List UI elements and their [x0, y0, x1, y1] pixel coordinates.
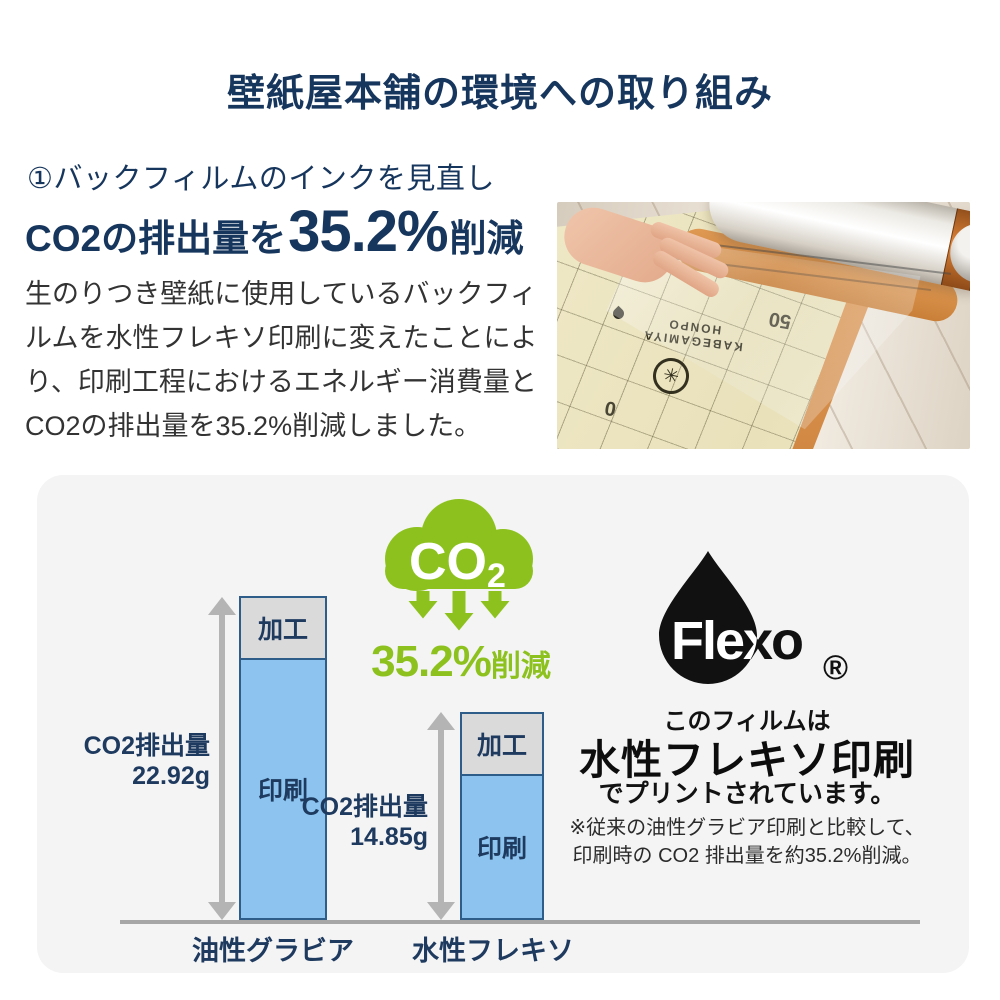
footnote-line2: 印刷時の CO2 排出量を約35.2%削減。 — [572, 845, 922, 867]
headline-prefix: CO2の排出量を — [25, 218, 287, 259]
reduction-value: 35.2% — [371, 637, 492, 686]
flexo-caption-line3: でプリントされています。 — [598, 780, 896, 808]
flexo-caption-line1: このフィルムは — [663, 708, 831, 735]
bar-value-label-flexo: CO2排出量 14.85g — [278, 792, 428, 852]
chart-baseline — [120, 920, 920, 924]
co2-amount-label: CO2排出量 — [301, 793, 428, 821]
co2-amount-value: 22.92g — [132, 762, 210, 790]
height-arrow-flexo — [427, 712, 455, 920]
height-arrow-gravure — [208, 597, 236, 920]
registered-trademark-icon: ® — [823, 649, 849, 687]
category-label-flexo: 水性フレキソ — [412, 936, 574, 966]
bar-segment-processing: 加工 — [462, 714, 542, 776]
co2-amount-label: CO2排出量 — [83, 732, 210, 760]
section-heading: ①バックフィルムのインクを見直し — [27, 155, 495, 197]
down-arrow-icon — [444, 591, 474, 631]
co2-reduction-headline: CO2の排出量を 35.2% 削減 — [25, 198, 524, 265]
co2-comparison-panel: 加工 印刷 CO2排出量 22.92g 油性グラビア 加工 印刷 CO2排出量 14… — [37, 475, 969, 973]
flexo-wordmark: Flexo — [671, 611, 802, 671]
bar-gravure: 加工 印刷 — [239, 596, 327, 920]
page-title: 壁紙屋本舗の環境への取り組み — [226, 73, 773, 115]
arrow-down-icon — [208, 902, 236, 920]
arrow-up-icon — [208, 597, 236, 615]
section-number: ① — [27, 163, 54, 195]
flexo-wordmark-knockout: Flexo — [671, 611, 802, 671]
bar-segment-printing: 印刷 — [241, 660, 325, 918]
down-arrow-icon — [408, 591, 438, 619]
bar-segment-processing: 加工 — [241, 598, 325, 660]
reduction-percent-label: 35.2% 削減 — [353, 637, 569, 687]
reduction-suffix: 削減 — [490, 650, 551, 683]
ink-droplet-icon — [659, 551, 757, 684]
arrow-down-icon — [427, 902, 455, 920]
section-heading-text: バックフィルムのインクを見直し — [53, 163, 495, 195]
headline-suffix: 削減 — [449, 218, 524, 259]
cloud-co2-text: CO2 — [409, 533, 506, 595]
bar-segment-printing: 印刷 — [462, 776, 542, 918]
arrow-shaft — [219, 615, 225, 902]
category-label-gravure: 油性グラビア — [192, 936, 354, 966]
wallpaper-roll-photo: KABEGAMIYAHONPO ✳ 0 10 50 — [557, 202, 970, 449]
body-paragraph: 生のりつき壁紙に使用しているバックフィルムを水性フレキソ印刷に変えたことにより、… — [25, 279, 538, 441]
bar-flexo: 加工 印刷 — [460, 712, 544, 920]
down-arrow-icon — [480, 591, 510, 619]
flexo-logo: Flexo Flexo — [659, 551, 804, 684]
co2-amount-value: 14.85g — [350, 823, 428, 851]
flexo-caption-line2: 水性フレキソ印刷 — [579, 737, 915, 783]
footnote-line1: ※従来の油性グラビア印刷と比較して、 — [569, 817, 925, 839]
arrow-shaft — [438, 730, 444, 902]
co2-cloud-icon: CO2 — [385, 499, 533, 631]
bar-value-label-gravure: CO2排出量 22.92g — [60, 731, 210, 791]
headline-percentage: 35.2% — [288, 199, 448, 264]
arrow-up-icon — [427, 712, 455, 730]
